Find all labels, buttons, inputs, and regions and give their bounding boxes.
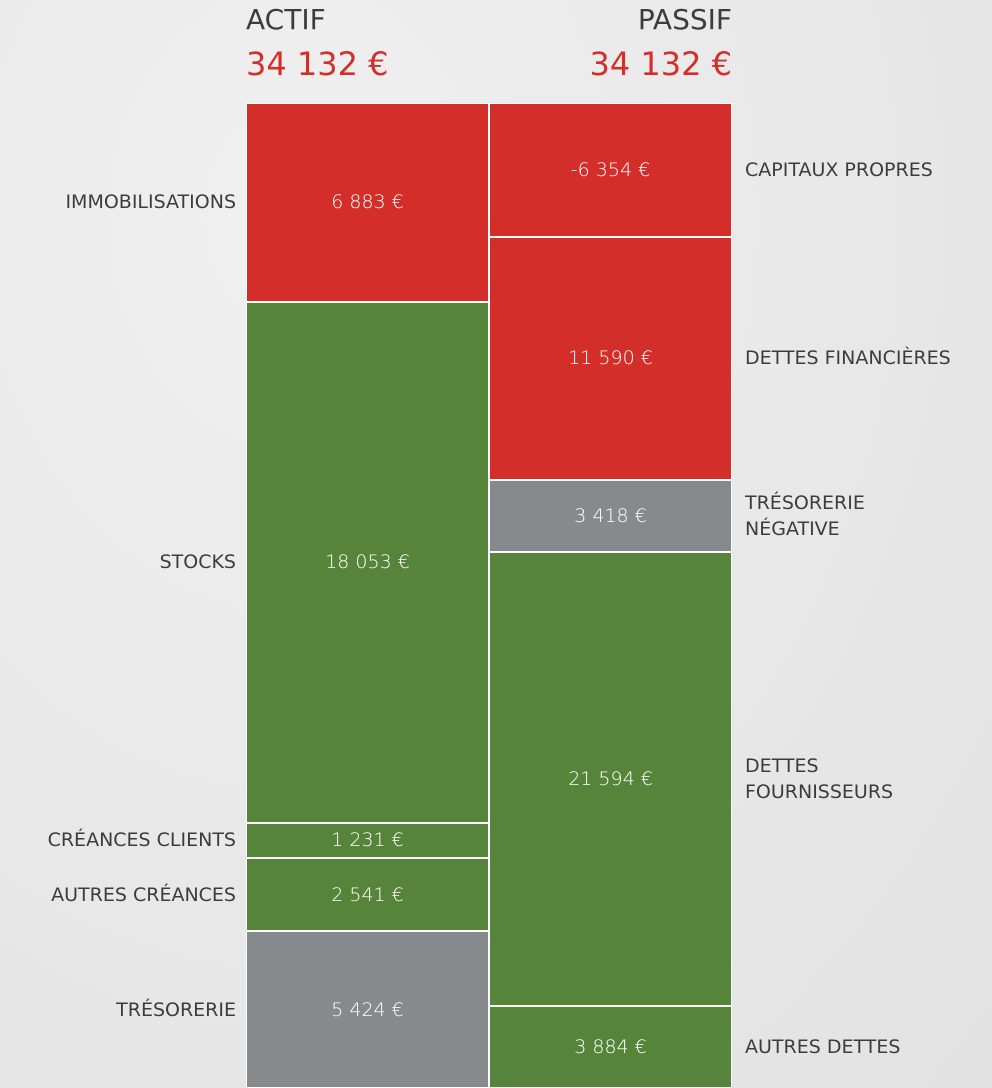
segment-label: DETTES FOURNISSEURS (745, 755, 894, 804)
stack-total: 34 132 € (246, 45, 389, 83)
value-label: 1 231 € (331, 829, 404, 852)
value-label: 18 053 € (325, 551, 410, 574)
value-label: 3 884 € (574, 1036, 647, 1059)
segment: 2 541 € (246, 858, 489, 932)
segment-label: AUTRES CRÉANCES (51, 883, 236, 906)
segment-label: CRÉANCES CLIENTS (47, 829, 236, 852)
segment-label: TRÉSORERIE (116, 998, 236, 1021)
value-label: 21 594 € (568, 768, 653, 791)
value-label: 3 418 € (574, 505, 647, 528)
segment: 21 594 € (489, 552, 732, 1007)
segment: 3 884 € (489, 1006, 732, 1088)
segment: 6 883 € (246, 103, 489, 302)
segment-label: AUTRES DETTES (745, 1036, 901, 1059)
segment-label: STOCKS (159, 551, 236, 574)
segment: 11 590 € (489, 236, 732, 481)
stack-title: PASSIF (637, 3, 732, 36)
value-label: 11 590 € (568, 347, 653, 370)
segment: -6 354 € (489, 103, 732, 237)
segment: 1 231 € (246, 822, 489, 859)
segment-label: IMMOBILISATIONS (65, 191, 236, 214)
segment: 18 053 € (246, 301, 489, 823)
value-label: 6 883 € (331, 191, 404, 214)
value-label: 5 424 € (331, 998, 404, 1021)
value-label: -6 354 € (570, 158, 651, 181)
segment-label: CAPITAUX PROPRES (745, 158, 933, 181)
segment: 3 418 € (489, 480, 732, 553)
stack-total: 34 132 € (589, 45, 733, 83)
value-label: 2 541 € (331, 883, 404, 906)
segment-label: DETTES FINANCIÈRES (745, 347, 951, 370)
segment: 5 424 € (246, 931, 489, 1088)
segment-label: TRÉSORERIE NÉGATIVE (745, 492, 865, 541)
stack-title: ACTIF (246, 3, 326, 36)
